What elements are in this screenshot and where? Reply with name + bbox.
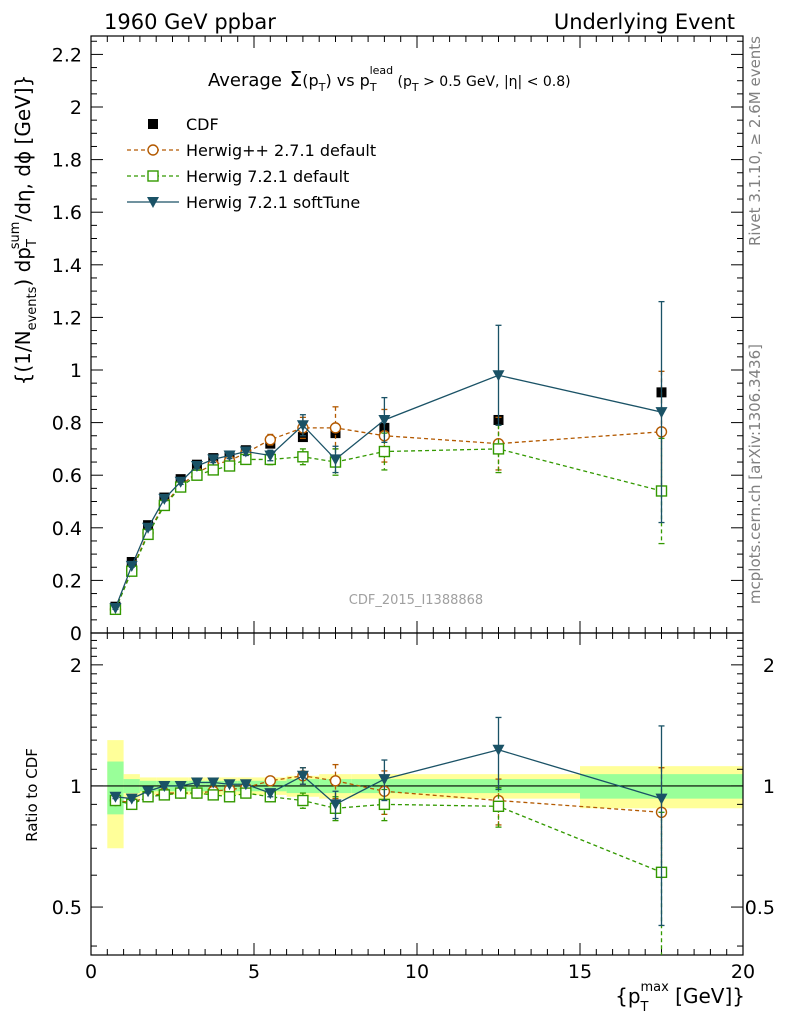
data-point-marker xyxy=(378,774,391,786)
data-point-marker xyxy=(264,775,276,787)
y-tick-label: 1.2 xyxy=(52,307,82,329)
data-point-marker xyxy=(142,522,155,534)
data-point-marker xyxy=(207,789,219,801)
data-point-marker xyxy=(296,420,309,432)
ratio-plot-panel: Ratio to CDF {pTmax [GeV]} 0 5 10 15 20 0.5 0.… xyxy=(23,632,775,1015)
data-point-marker xyxy=(329,775,342,787)
data-point-marker xyxy=(223,779,236,791)
header-left: 1960 GeV ppbar xyxy=(104,10,276,34)
data-point-marker xyxy=(297,794,309,807)
ratio-y-tick-label: 2 xyxy=(70,655,82,677)
main-plot-panel: Average Σ(pT) vs pTlead (pT > 0.5 GeV, |… xyxy=(8,35,744,955)
series-line xyxy=(114,374,662,609)
data-point-marker xyxy=(297,451,309,463)
data-point-marker xyxy=(239,446,252,458)
data-point-marker xyxy=(125,560,138,572)
data-point-marker xyxy=(223,460,236,472)
legend-label: Herwig 7.2.1 softTune xyxy=(186,193,360,212)
series-line xyxy=(114,448,662,610)
header-right: Underlying Event xyxy=(554,10,735,34)
y-tick-label: 2 xyxy=(70,97,82,119)
x-tick-label: 0 xyxy=(85,961,97,983)
data-point-marker xyxy=(492,370,505,382)
data-point-marker xyxy=(109,791,122,803)
data-point-marker xyxy=(329,454,342,466)
ratio-y-axis-label: Ratio to CDF xyxy=(23,748,41,842)
legend-label: Herwig 7.2.1 default xyxy=(186,167,349,186)
x-tick-label: 20 xyxy=(731,961,755,983)
data-point-marker xyxy=(147,144,159,156)
stat-uncertainty-band xyxy=(107,761,124,815)
data-point-marker xyxy=(239,779,252,791)
data-point-marker xyxy=(125,793,138,805)
data-point-marker xyxy=(190,460,203,472)
x-tick-label: 5 xyxy=(248,961,260,983)
data-point-marker xyxy=(264,433,276,446)
y-tick-label: 0 xyxy=(70,623,82,645)
x-tick-label: 15 xyxy=(568,961,592,983)
analysis-watermark: CDF_2015_I1388868 xyxy=(349,593,483,608)
legend-label: Herwig++ 2.7.1 default xyxy=(186,141,376,160)
y-tick-label: 1 xyxy=(70,360,82,382)
data-point-marker xyxy=(492,443,505,455)
x-axis-label: {pTmax [GeV]} xyxy=(615,980,745,1015)
data-point-marker xyxy=(191,787,203,799)
y-tick-label: 1.8 xyxy=(52,150,82,172)
data-point-marker xyxy=(655,793,668,805)
data-point-marker xyxy=(174,780,187,792)
data-point-marker xyxy=(264,450,277,462)
y-tick-label: 2.2 xyxy=(52,44,82,66)
data-point-marker xyxy=(207,454,220,466)
data-point-marker xyxy=(109,603,122,615)
ratio-plot-frame xyxy=(90,632,744,956)
data-point-marker xyxy=(147,197,159,208)
y-tick-label: 0.4 xyxy=(52,518,82,540)
y-tick-label: 0.8 xyxy=(52,413,82,435)
ratio-y-tick-label-right: 1 xyxy=(763,776,775,798)
y-axis-label: {(1/Nevents) dpTsum/dη, dϕ [GeV]} xyxy=(8,75,40,386)
x-tick-label: 10 xyxy=(405,961,429,983)
data-point-marker xyxy=(492,800,505,813)
ratio-y-tick-label: 0.5 xyxy=(52,897,82,919)
data-point-marker xyxy=(655,407,668,419)
chart-title: Average Σ(pT) vs pTlead (pT > 0.5 GeV, |… xyxy=(208,64,571,94)
data-point-marker xyxy=(492,744,505,756)
data-point-marker xyxy=(329,422,342,434)
y-tick-label: 0.2 xyxy=(52,570,82,592)
mcplots-label: mcplots.cern.ch [arXiv:1306.3436] xyxy=(746,344,764,604)
data-point-marker xyxy=(158,780,171,792)
data-point-marker xyxy=(207,464,219,476)
y-tick-label: 1.6 xyxy=(52,202,82,224)
data-point-marker xyxy=(158,493,171,505)
data-point-marker xyxy=(148,119,158,129)
data-point-marker xyxy=(329,799,342,811)
data-point-marker xyxy=(174,476,187,488)
data-point-marker xyxy=(296,770,309,782)
data-point-marker xyxy=(297,432,308,443)
data-point-marker xyxy=(264,788,277,800)
rivet-version-label: Rivet 3.1.10, ≥ 2.6M events xyxy=(746,36,764,246)
data-point-marker xyxy=(190,777,203,789)
data-point-marker xyxy=(223,450,236,462)
data-point-marker xyxy=(142,786,155,798)
ratio-y-tick-label: 1 xyxy=(70,776,82,798)
legend-label: CDF xyxy=(186,115,219,134)
y-tick-label: 0.6 xyxy=(52,465,82,487)
ratio-y-tick-label-right: 2 xyxy=(763,655,775,677)
data-point-marker xyxy=(207,777,220,789)
data-point-marker xyxy=(223,791,236,803)
y-tick-label: 1.4 xyxy=(52,255,82,277)
data-point-marker xyxy=(378,414,391,426)
data-point-marker xyxy=(147,170,159,182)
ratio-y-tick-label-right: 0.5 xyxy=(745,897,775,919)
data-point-marker xyxy=(378,445,391,458)
